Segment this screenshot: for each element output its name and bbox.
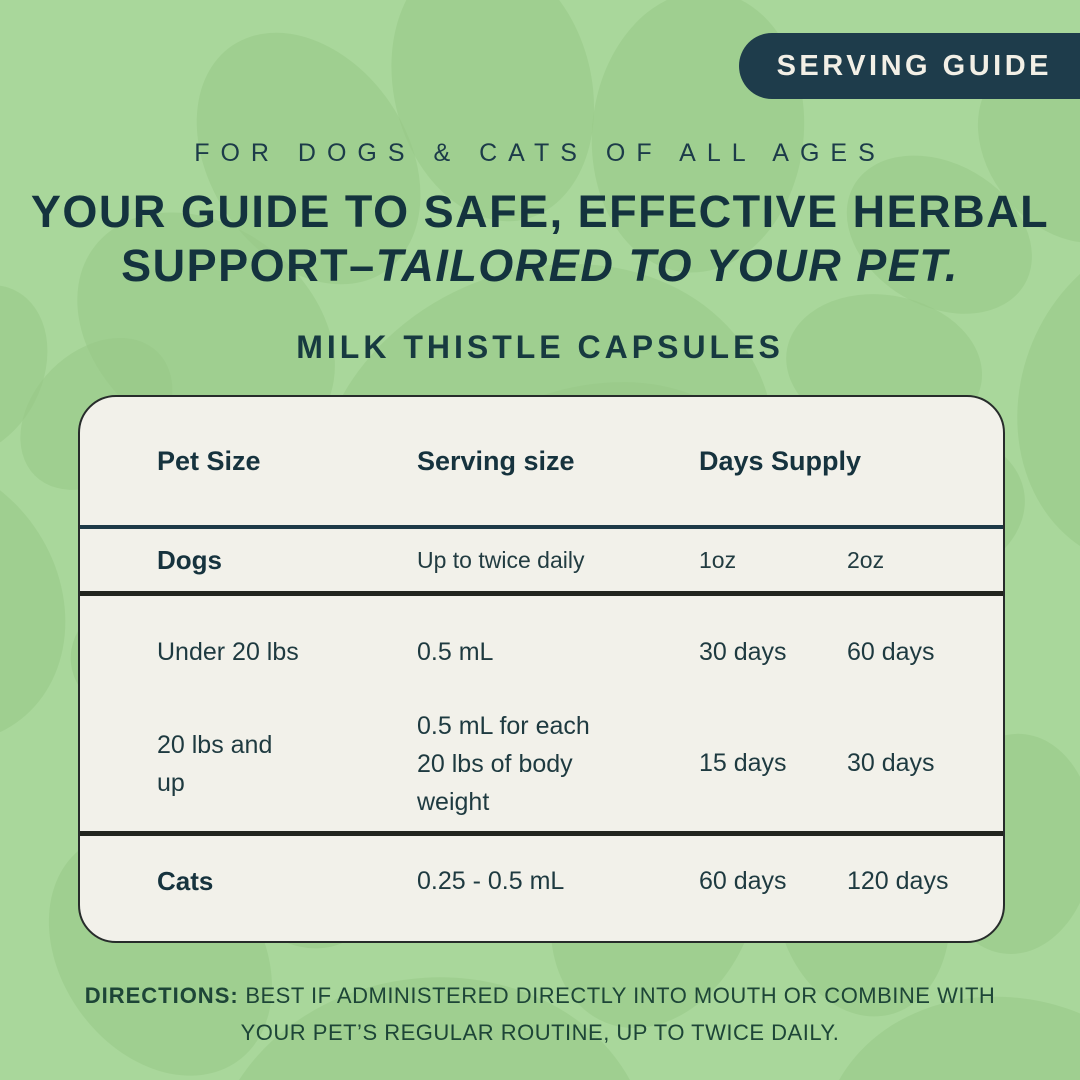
eyebrow-text: FOR DOGS & CATS OF ALL AGES — [194, 139, 886, 167]
title-line1: YOUR GUIDE TO SAFE, EFFECTIVE HERBAL — [30, 186, 1050, 237]
column-header-days-supply: Days Supply — [699, 445, 862, 476]
days-2oz-cell: 60 days — [847, 638, 935, 666]
dogs-frequency: Up to twice daily — [417, 546, 585, 573]
days-2oz-cell: 120 days — [847, 867, 949, 895]
serving-cell: 0.5 mL for each 20 lbs of body weight — [417, 711, 590, 816]
directions-line2: YOUR PET’S REGULAR ROUTINE, UP TO TWICE … — [240, 1020, 840, 1045]
days-1oz-cell: 60 days — [699, 867, 787, 895]
column-header-pet-size: Pet Size — [157, 445, 261, 476]
days-1oz-cell: 15 days — [699, 749, 787, 777]
divider-line — [80, 591, 1003, 596]
dogs-section-row: Dogs Up to twice daily 1oz 2oz — [80, 529, 1003, 591]
divider-line — [80, 525, 1003, 529]
directions-label: DIRECTIONS: — [84, 983, 239, 1008]
directions-line1: BEST IF ADMINISTERED DIRECTLY INTO MOUTH… — [245, 983, 996, 1008]
column-header-serving-size: Serving size — [417, 445, 575, 476]
serving-guide-badge: SERVING GUIDE — [738, 33, 1080, 99]
page-title: YOUR GUIDE TO SAFE, EFFECTIVE HERBAL SUP… — [0, 185, 1080, 293]
table-row: Under 20 lbs 0.5 mL 30 days 60 days — [80, 607, 1003, 699]
serving-guide-badge-label: SERVING GUIDE — [776, 49, 1052, 82]
days-2oz-cell: 30 days — [847, 749, 935, 777]
pet-size-cell: 20 lbs and up — [157, 730, 273, 797]
title-line2-italic: TAILORED TO YOUR PET. — [375, 240, 959, 291]
table-row: 20 lbs and up 0.5 mL for each 20 lbs of … — [80, 707, 1003, 821]
serving-table-card: Pet Size Serving size Days Supply Dogs U… — [78, 395, 1005, 943]
pet-size-cell: Under 20 lbs — [157, 638, 299, 666]
supply-size-1oz: 1oz — [699, 546, 737, 573]
cats-section-row: Cats 0.25 - 0.5 mL 60 days 120 days — [80, 836, 1003, 941]
table-header-row: Pet Size Serving size Days Supply — [80, 397, 1003, 525]
title-line2-regular: SUPPORT– — [121, 240, 376, 291]
directions-text: DIRECTIONS: BEST IF ADMINISTERED DIRECTL… — [0, 977, 1080, 1051]
serving-cell: 0.25 - 0.5 mL — [417, 867, 565, 895]
serving-cell: 0.5 mL — [417, 638, 494, 666]
product-name: MILK THISTLE CAPSULES — [296, 329, 784, 365]
cats-label: Cats — [157, 866, 214, 896]
supply-size-2oz: 2oz — [847, 546, 885, 573]
days-1oz-cell: 30 days — [699, 638, 787, 666]
dogs-label: Dogs — [157, 544, 222, 575]
divider-line — [80, 831, 1003, 836]
dogs-rows-section: Under 20 lbs 0.5 mL 30 days 60 days 20 l… — [80, 596, 1003, 831]
